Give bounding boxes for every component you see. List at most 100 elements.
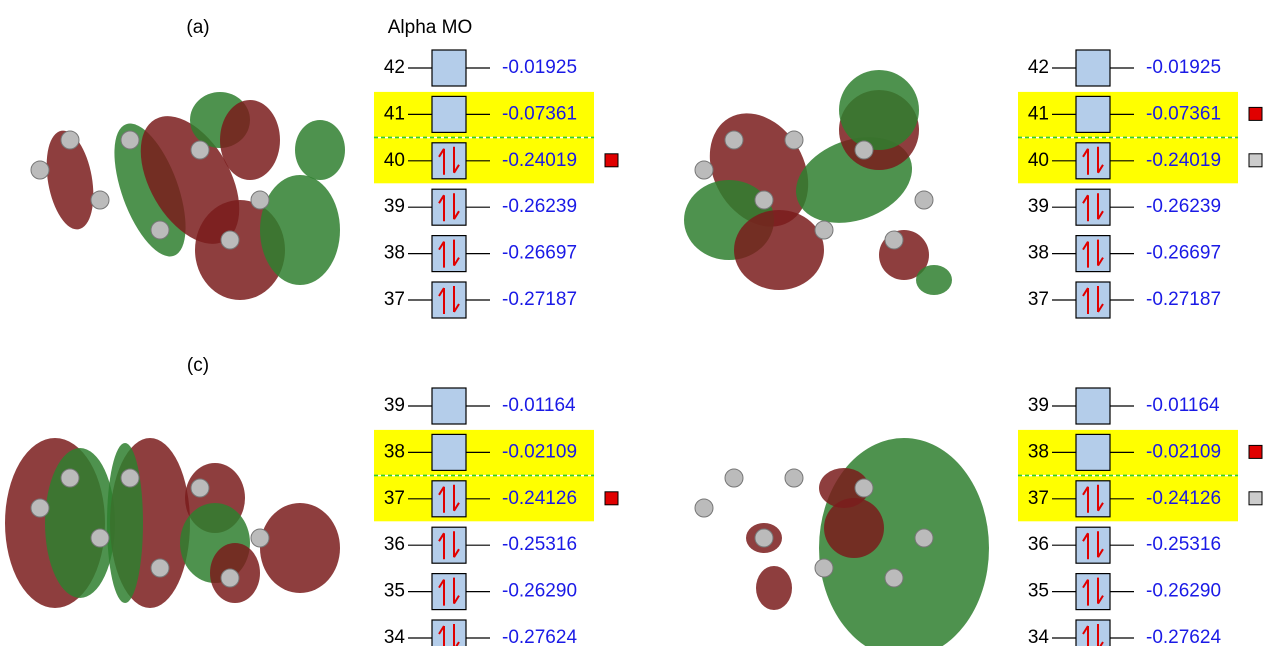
mo-index: 34 <box>1028 627 1050 646</box>
panel-label: (c) <box>187 355 209 376</box>
energy: -0.07361 <box>1146 103 1221 124</box>
orbital-box <box>1076 50 1110 86</box>
atom <box>755 529 773 547</box>
orbital-lobe <box>107 443 143 603</box>
energy: -0.27624 <box>1146 627 1221 646</box>
mo-index: 42 <box>1028 57 1049 78</box>
atom <box>815 559 833 577</box>
mo-index: 39 <box>1028 196 1049 217</box>
orbital-box <box>432 388 466 424</box>
mo-index: 35 <box>1028 581 1049 602</box>
orbital-box <box>432 50 466 86</box>
atom <box>31 161 49 179</box>
mo-index: 37 <box>1028 488 1049 509</box>
energy: -0.01164 <box>502 395 576 416</box>
orbital-box <box>1076 481 1110 517</box>
atom <box>91 529 109 547</box>
atom <box>121 469 139 487</box>
marker <box>1249 107 1262 120</box>
orbital-box <box>432 574 466 610</box>
panel: (a)Alpha MO42-0.0192541-0.0736140-0.2401… <box>31 17 618 318</box>
orbital-box <box>1076 620 1110 646</box>
orbital-box <box>1076 282 1110 318</box>
atom <box>785 469 803 487</box>
marker <box>605 492 618 505</box>
mo-index: 37 <box>384 289 405 310</box>
orbital-box <box>432 189 466 225</box>
atom <box>251 529 269 547</box>
orbital-box <box>1076 434 1110 470</box>
atom <box>251 191 269 209</box>
atom <box>815 221 833 239</box>
energy: -0.26239 <box>1146 196 1221 217</box>
atom <box>725 131 743 149</box>
energy: -0.24126 <box>502 488 577 509</box>
atom <box>915 529 933 547</box>
orbital-box <box>432 434 466 470</box>
energy: -0.01164 <box>1146 395 1220 416</box>
energy: -0.26290 <box>502 581 577 602</box>
marker <box>1249 154 1262 167</box>
mo-index: 34 <box>384 627 406 646</box>
orbital-box <box>432 236 466 272</box>
atom <box>915 191 933 209</box>
energy: -0.24019 <box>502 150 577 171</box>
atom <box>221 231 239 249</box>
orbital-lobe <box>260 175 340 285</box>
orbital-box <box>1076 236 1110 272</box>
atom <box>191 479 209 497</box>
orbital-lobe <box>295 120 345 180</box>
orbital-lobe <box>734 210 824 290</box>
atom <box>695 161 713 179</box>
orbital-box <box>1076 143 1110 179</box>
atom <box>785 131 803 149</box>
atom <box>725 469 743 487</box>
energy: -0.27187 <box>502 289 577 310</box>
mo-index: 40 <box>384 150 405 171</box>
atom <box>885 231 903 249</box>
orbital-box <box>432 481 466 517</box>
atom <box>91 191 109 209</box>
atom <box>695 499 713 517</box>
panel-label: (a) <box>186 17 209 38</box>
orbital-box <box>1076 96 1110 132</box>
marker <box>1249 492 1262 505</box>
orbital-box <box>1076 527 1110 563</box>
orbital-lobe <box>916 265 952 295</box>
mo-index: 39 <box>1028 395 1049 416</box>
mo-index: 37 <box>1028 289 1049 310</box>
mo-index: 37 <box>384 488 405 509</box>
atom <box>61 469 79 487</box>
mo-index: 38 <box>384 243 405 264</box>
atom <box>885 569 903 587</box>
energy: -0.24126 <box>1146 488 1221 509</box>
energy: -0.01925 <box>502 57 577 78</box>
energy: -0.07361 <box>502 103 577 124</box>
panel: (d)39-0.0116438-0.0210937-0.2412636-0.25… <box>695 355 1285 646</box>
energy: -0.26697 <box>1146 243 1221 264</box>
orbital-box <box>432 527 466 563</box>
marker <box>1249 445 1262 458</box>
energy: -0.02109 <box>1146 441 1221 462</box>
atom <box>121 131 139 149</box>
mo-index: 39 <box>384 196 405 217</box>
atom <box>855 141 873 159</box>
energy: -0.26239 <box>502 196 577 217</box>
atom <box>61 131 79 149</box>
energy: -0.25316 <box>1146 534 1221 555</box>
atom <box>151 559 169 577</box>
marker <box>605 154 618 167</box>
figure: (a)Alpha MO42-0.0192541-0.0736140-0.2401… <box>0 0 1285 646</box>
mo-index: 39 <box>384 395 405 416</box>
orbital-lobe <box>220 100 280 180</box>
mo-index: 40 <box>1028 150 1049 171</box>
orbital-lobe <box>756 566 792 610</box>
atom <box>31 499 49 517</box>
energy: -0.27187 <box>1146 289 1221 310</box>
mo-index: 41 <box>1028 103 1049 124</box>
orbital-box <box>432 282 466 318</box>
mo-index: 35 <box>384 581 405 602</box>
energy: -0.01925 <box>1146 57 1221 78</box>
orbital-box <box>432 96 466 132</box>
energy: -0.27624 <box>502 627 577 646</box>
